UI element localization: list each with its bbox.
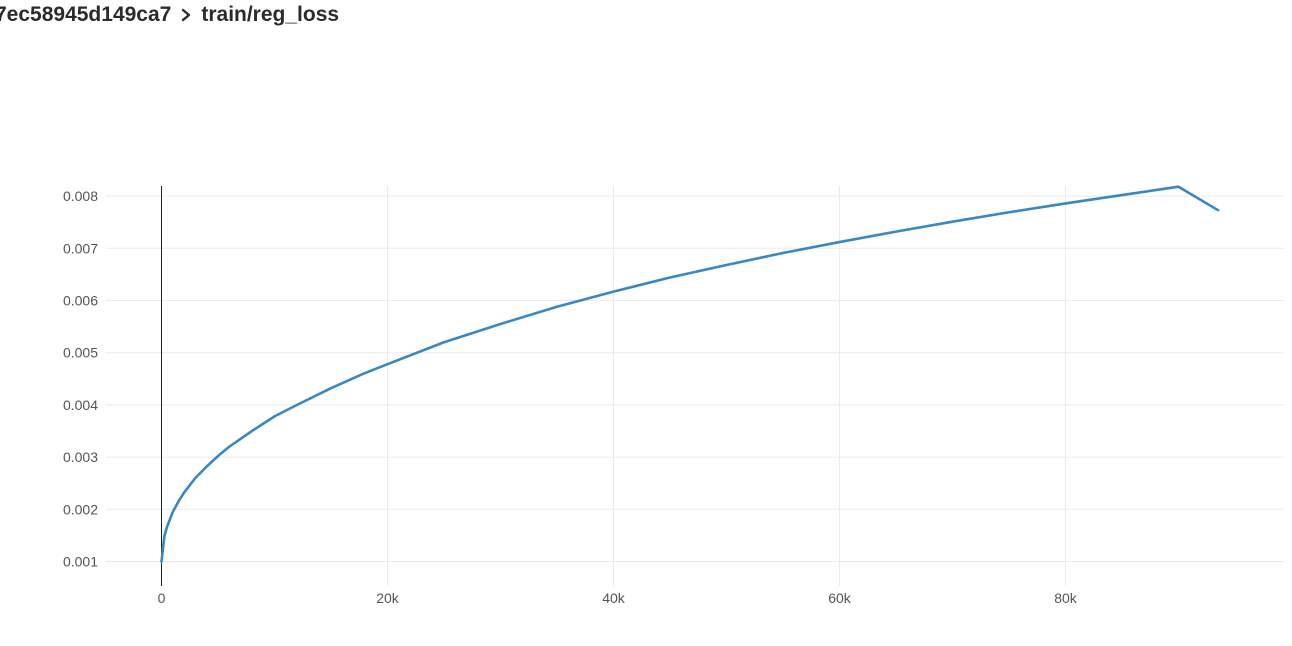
y-tick-label: 0.003 [63,449,98,465]
y-tick-label: 0.005 [63,345,98,361]
y-tick-label: 0.002 [63,501,98,517]
series-line[interactable] [160,185,1220,563]
series-layer [160,185,1220,563]
chevron-right-icon [171,0,201,30]
breadcrumb: 7ec58945d149ca7 train/reg_loss [0,0,339,30]
y-tick-label: 0.001 [63,554,98,570]
y-tick-label: 0.004 [63,397,98,413]
x-tick-label: 60k [828,590,852,606]
x-tick-label: 80k [1054,590,1078,606]
chevron-right-icon-glyph [182,8,191,22]
metric-name: train/reg_loss [201,3,340,26]
x-tick-label: 0 [158,590,166,606]
run-id-link[interactable]: 7ec58945d149ca7 [0,3,172,26]
grid-layer [106,186,1284,586]
y-tick-label: 0.006 [63,293,98,309]
x-tick-label: 40k [602,590,626,606]
y-tick-label: 0.007 [63,240,98,256]
tick-label-layer: 0.001 0.002 0.003 0.004 0.005 0.006 0.007 0.008… [63,188,1078,606]
y-tick-label: 0.008 [63,188,98,204]
x-tick-label: 20k [376,590,400,606]
